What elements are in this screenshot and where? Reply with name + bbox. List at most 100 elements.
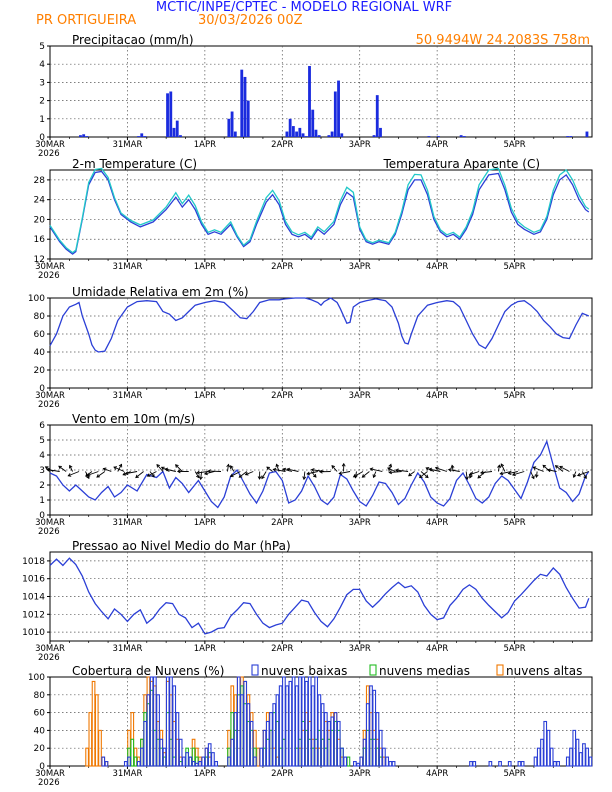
wind-arrow-head bbox=[352, 474, 357, 478]
wind-arrow bbox=[58, 465, 67, 472]
wind-arrow-head bbox=[151, 473, 155, 478]
y-tick-label: 16 bbox=[34, 235, 46, 245]
cloud-bar-low bbox=[369, 685, 373, 767]
wind-arrow-head bbox=[196, 474, 200, 479]
cloud-bar-low bbox=[572, 729, 577, 767]
wind-arrow bbox=[245, 471, 254, 476]
cloud-bar-low bbox=[182, 756, 186, 767]
series-line-0 bbox=[49, 557, 590, 635]
cloud-bar-low bbox=[172, 685, 177, 767]
wind-arrow-head bbox=[408, 472, 412, 477]
y-tick-label: 2 bbox=[39, 481, 45, 491]
x-tick-label: 3APR bbox=[349, 644, 371, 654]
x-tick-label: 5APR bbox=[503, 140, 525, 150]
wind-arrow bbox=[533, 466, 544, 472]
x-tick-label: 1APR bbox=[194, 262, 216, 272]
header-run: 30/03/2026 00Z bbox=[198, 13, 303, 28]
cloud-bar-low bbox=[275, 694, 280, 767]
cloud-bar-low bbox=[307, 676, 312, 767]
precip-bar bbox=[372, 135, 376, 137]
cloud-bar-low bbox=[207, 743, 212, 767]
cloud-bar-low bbox=[391, 760, 396, 767]
wind-arrow bbox=[230, 471, 241, 477]
precip-bar bbox=[169, 91, 173, 137]
wind-arrow bbox=[165, 468, 176, 472]
x-tick-label: 30MAR bbox=[35, 644, 65, 654]
precip-bar bbox=[175, 120, 179, 137]
wind-arrow-head bbox=[425, 467, 430, 471]
cloud-bar-low bbox=[585, 747, 590, 767]
y-tick-label: 12 bbox=[34, 255, 45, 265]
cloud-bar-low bbox=[240, 694, 244, 767]
wind-arrow bbox=[419, 471, 428, 478]
x-year-label: 2026 bbox=[38, 271, 60, 281]
cloud-bar-low bbox=[353, 760, 357, 767]
cloud-bar-low bbox=[575, 738, 580, 767]
precip-bar bbox=[227, 118, 231, 137]
cloud-bar-low bbox=[372, 689, 377, 767]
wind-arrow-head bbox=[244, 471, 249, 476]
precip-bar bbox=[327, 135, 331, 137]
wind-arrow bbox=[555, 465, 564, 472]
cloud-bar-low bbox=[162, 747, 167, 767]
wind-arrow-head bbox=[306, 471, 311, 476]
cloud-bar-high bbox=[256, 747, 260, 767]
panel-slp: 1010 1012 1014 1016 1018 30MAR 31MAR 1APR 2APR 3A… bbox=[22, 539, 593, 663]
x-tick-label: 1APR bbox=[194, 518, 216, 528]
cloud-bar-low bbox=[140, 747, 144, 767]
wind-arrow-head bbox=[58, 465, 62, 470]
wind-arrow bbox=[465, 471, 468, 480]
wind-arrow-head bbox=[419, 474, 423, 479]
cloud-bar-low bbox=[311, 685, 315, 767]
cloud-bar-low bbox=[378, 729, 383, 767]
cloud-bar-low bbox=[569, 747, 573, 767]
panel-title: Umidade Relativa em 2m (%) bbox=[72, 285, 249, 299]
wind-arrow-head bbox=[44, 466, 49, 470]
cloud-bar-low bbox=[553, 760, 557, 767]
x-year-label: 2026 bbox=[38, 778, 60, 788]
x-tick-label: 4APR bbox=[426, 262, 448, 272]
cloud-bar-low bbox=[320, 703, 325, 767]
x-tick-label: 4APR bbox=[426, 140, 448, 150]
y-tick-label: 4 bbox=[39, 60, 45, 70]
precip-bar bbox=[246, 100, 250, 137]
wind-arrow bbox=[147, 471, 157, 477]
y-tick-label: 80 bbox=[34, 691, 46, 701]
wind-arrow-head bbox=[477, 474, 482, 479]
wind-arrow-head bbox=[86, 472, 91, 477]
wind-arrow bbox=[370, 468, 383, 472]
cloud-bar-low bbox=[356, 762, 360, 767]
wind-arrow bbox=[311, 469, 325, 472]
cloud-bar-low bbox=[375, 712, 380, 767]
wind-arrow-head bbox=[497, 464, 501, 469]
header-coords: 50.9494W 24.2083S 758m bbox=[416, 33, 590, 48]
precip-bar bbox=[459, 135, 463, 137]
precip-bar bbox=[437, 136, 440, 137]
x-tick-label: 1APR bbox=[194, 391, 216, 401]
wind-arrow bbox=[512, 471, 525, 476]
y-tick-label: 0 bbox=[39, 511, 45, 521]
panel-clouds: 0 20 40 60 80 100 30MAR 31MAR 1APR 2APR 3APR 4APR 5A… bbox=[28, 664, 593, 788]
wind-arrow-head bbox=[275, 463, 280, 468]
wind-arrow-head bbox=[507, 471, 512, 475]
cloud-bar-low bbox=[288, 680, 293, 767]
cloud-bar-low bbox=[259, 747, 264, 767]
wind-arrow-head bbox=[302, 476, 307, 481]
wind-arrow-head bbox=[238, 474, 243, 478]
wind-arrow-head bbox=[124, 471, 129, 476]
x-tick-label: 31MAR bbox=[112, 140, 142, 150]
wind-arrow bbox=[266, 466, 273, 472]
cloud-bar-low bbox=[243, 680, 248, 767]
wind-arrow-head bbox=[102, 467, 107, 472]
x-tick-label: 30MAR bbox=[35, 140, 65, 150]
x-tick-label: 31MAR bbox=[112, 262, 142, 272]
cloud-bar-mid bbox=[346, 756, 351, 767]
x-tick-label: 2APR bbox=[271, 518, 293, 528]
precip-bar bbox=[243, 76, 247, 137]
wind-arrow bbox=[103, 468, 112, 472]
cloud-bar-low bbox=[249, 720, 254, 767]
cloud-bar-low bbox=[214, 760, 219, 767]
y-tick-label: 4 bbox=[39, 451, 45, 461]
x-tick-label: 1APR bbox=[194, 140, 216, 150]
wind-arrow-head bbox=[500, 463, 505, 468]
